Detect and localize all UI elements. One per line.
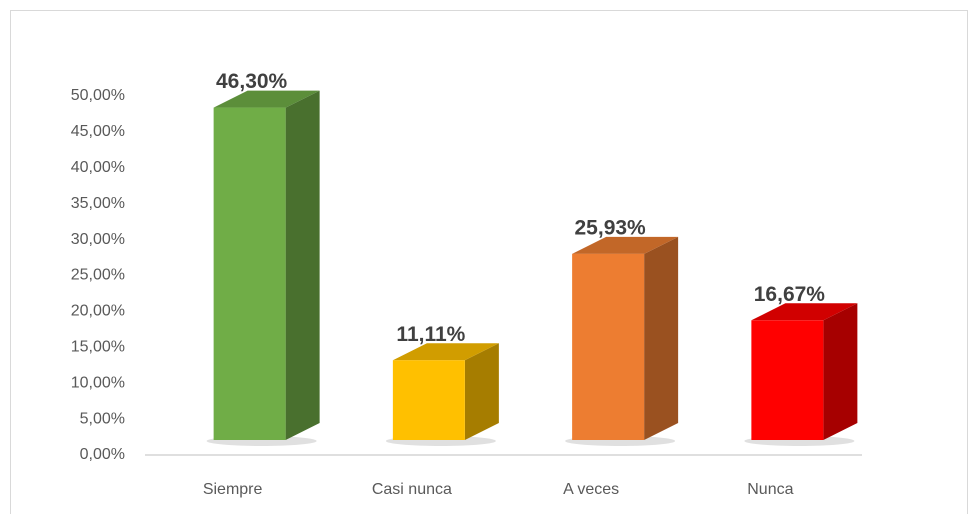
y-tick-label: 50,00% xyxy=(71,87,125,104)
bar-side xyxy=(464,343,499,440)
y-tick-label: 25,00% xyxy=(71,267,125,284)
y-tick-label: 20,00% xyxy=(71,303,125,320)
bar-side xyxy=(823,303,858,440)
bar xyxy=(392,360,465,440)
y-tick-label: 30,00% xyxy=(71,231,125,248)
x-tick-label: Nunca xyxy=(747,481,793,498)
bar-top xyxy=(751,303,858,321)
bar-top xyxy=(213,90,320,108)
y-tick-label: 5,00% xyxy=(80,410,125,427)
x-tick-label: Siempre xyxy=(203,481,263,498)
bar-side xyxy=(644,236,679,440)
value-label: 16,67% xyxy=(754,283,826,306)
y-tick-label: 40,00% xyxy=(71,159,125,176)
bar xyxy=(572,253,645,440)
value-label: 11,11% xyxy=(396,323,465,346)
bar xyxy=(213,107,286,440)
y-tick-label: 0,00% xyxy=(80,446,125,463)
value-label: 25,93% xyxy=(575,216,647,239)
bar-side xyxy=(285,90,320,440)
y-tick-label: 15,00% xyxy=(71,339,125,356)
x-tick-label: Casi nunca xyxy=(372,481,452,498)
bar-top xyxy=(572,236,679,254)
x-tick-label: A veces xyxy=(563,481,619,498)
y-tick-label: 45,00% xyxy=(71,123,125,140)
bar-top xyxy=(392,343,499,361)
value-label: 46,30% xyxy=(216,70,288,93)
y-tick-label: 10,00% xyxy=(71,374,125,391)
bar xyxy=(751,320,824,440)
y-tick-label: 35,00% xyxy=(71,195,125,212)
